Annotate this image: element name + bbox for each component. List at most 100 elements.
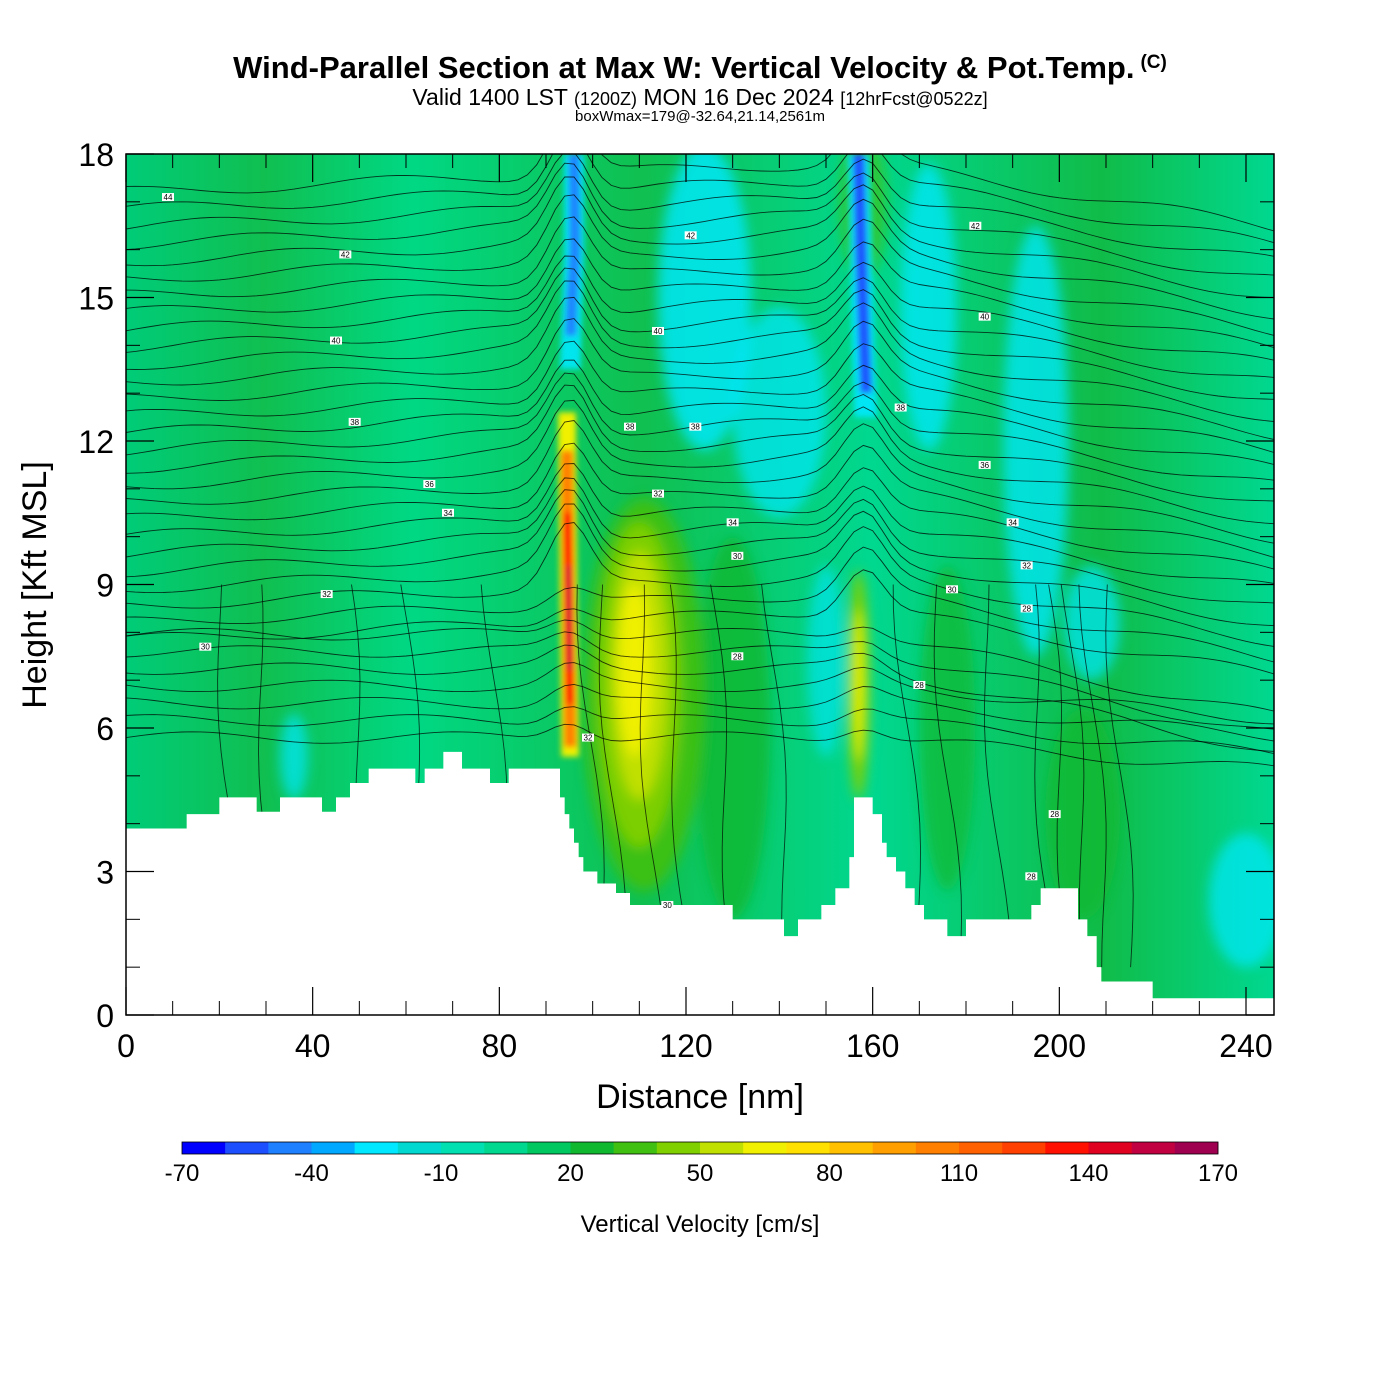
contour-label-text: 30 [201,643,210,652]
y-axis-title: Height [Kft MSL] [16,461,54,709]
contour-label: 30 [661,900,674,910]
colorbar: -70 -40 -10 20 50 80 110 140 170 [165,1141,1238,1187]
contour-label-text: 38 [896,404,905,413]
colorbar-swatch [268,1142,312,1154]
isentrope-line [126,384,1274,502]
colorbar-tick-label: 110 [940,1160,978,1187]
contour-label: 32 [1020,561,1033,570]
isentrope-line [639,584,668,968]
contour-label: 38 [689,422,702,432]
velocity-feature [900,163,957,451]
y-tick-label: 3 [96,855,114,891]
contour-label-text: 32 [322,590,331,599]
isentrope-line [126,154,1274,232]
colorbar-tick-label: 140 [1068,1160,1108,1187]
colorbar-swatch [527,1142,571,1154]
x-tick-label: 0 [117,1028,135,1064]
isentrope-line [1078,584,1107,968]
contour-label: 42 [684,231,697,240]
contour-label: 30 [946,585,958,594]
velocity-band [852,154,873,394]
x-tick-label: 80 [482,1028,518,1064]
contour-label-text: 34 [1008,518,1017,527]
colorbar-swatch [1131,1142,1176,1154]
isentrope-line [126,546,1274,663]
chart-subtitle: Valid 1400 LST (1200Z) MON 16 Dec 2024 [… [0,84,1400,111]
contour-label-text: 44 [164,193,173,202]
isentrope-line [892,584,921,968]
x-tick-label: 120 [659,1028,712,1064]
contour-label-text: 40 [332,337,341,346]
box-wmax-note: boxWmax=179@-32.64,21.14,2561m [575,108,825,125]
colorbar-swatch [397,1142,442,1154]
contour-label: 40 [978,312,991,322]
contour-label-text: 30 [733,552,742,561]
contour-label: 36 [978,460,991,470]
velocity-feature [1208,833,1274,968]
contour-label-text: 42 [686,231,695,240]
isentrope-line [126,477,1274,584]
contour-label: 34 [442,508,454,518]
y-tick-label: 0 [96,998,114,1034]
colorbar-swatch [182,1142,226,1154]
isentrope-line [126,216,1274,336]
contour-label-text: 28 [915,681,924,690]
velocity-band [566,565,572,671]
valid-date: MON 16 Dec 2024 [643,84,834,110]
forecast-info: [12hrFcst@0522z] [840,89,988,109]
contour-label-text: 32 [654,490,663,499]
contour-label: 38 [348,417,361,427]
contour-label-text: 36 [425,480,434,489]
contour-label: 34 [726,518,739,527]
isentrope-line [126,420,1274,544]
contour-label-text: 38 [691,423,700,432]
colorbar-swatch [1002,1142,1046,1154]
chart-title-text: Wind-Parallel Section at Max W: Vertical… [233,50,1135,85]
isentrope-line [126,154,1274,244]
contour-label: 42 [969,221,982,231]
colorbar-swatch [441,1142,485,1154]
isentrope-line [1060,584,1085,968]
x-tick-label: 200 [1033,1028,1086,1064]
contour-label-text: 28 [733,652,742,661]
colorbar-swatch [225,1142,269,1154]
isentrope-line [126,162,1274,276]
isentrope-line [126,522,1274,647]
contour-label: 36 [423,480,436,489]
contour-label: 28 [1048,810,1061,819]
velocity-feature [853,608,865,762]
colorbar-swatch [872,1142,917,1154]
contour-label: 32 [652,489,664,499]
colorbar-tick-label: -10 [424,1160,459,1187]
isentrope-line [126,463,1274,570]
colorbar-swatch [311,1142,355,1154]
colorbar-swatch [1174,1142,1219,1154]
colorbar-swatch [570,1142,614,1154]
isentrope-line [126,359,1274,465]
isentrope-line [126,318,1274,440]
contour-label: 28 [1020,604,1033,613]
isentrope-line [126,569,1274,675]
colorbar-swatch [613,1142,658,1154]
isentrope-line [126,662,1274,725]
isentrope-line [710,584,733,968]
y-tick-label: 9 [96,568,114,604]
contour-label-text: 34 [444,509,453,518]
valid-time: Valid 1400 LST [412,84,568,110]
isentrope-line [126,340,1274,453]
contour-label-text: 28 [1050,810,1059,819]
valid-utc: (1200Z) [573,89,637,109]
isentrope-line [126,644,1274,752]
isentrope-line [126,255,1274,361]
contour-label: 40 [330,336,342,346]
contour-label-text: 42 [341,250,350,259]
isentrope-line [761,584,787,968]
isentrope-line [126,267,1274,378]
y-tick-label: 6 [96,711,114,747]
colorbar-swatch [484,1142,528,1154]
contour-label: 32 [582,733,594,743]
terrain [126,751,1274,1015]
contour-label-text: 30 [948,585,957,594]
isentrope-line [126,280,1274,400]
contour-label-text: 42 [971,222,980,231]
